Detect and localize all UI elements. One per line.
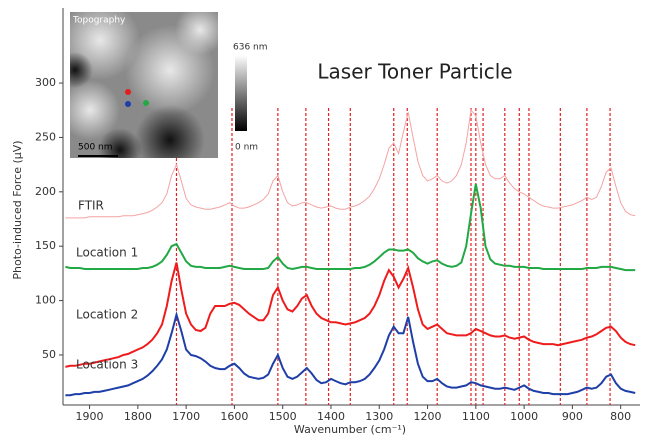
y-tick-label: 300 <box>35 76 56 89</box>
x-tick-label: 1100 <box>462 410 490 423</box>
series-label: Location 1 <box>76 246 138 260</box>
series-label: Location 3 <box>76 358 138 372</box>
colorbar <box>235 55 247 131</box>
x-tick-label: 1900 <box>76 410 104 423</box>
y-tick-label: 100 <box>35 294 56 307</box>
y-tick-label: 150 <box>35 239 56 252</box>
chart-title: Laser Toner Particle <box>317 60 512 84</box>
x-axis-label: Wavenumber (cm⁻¹) <box>294 423 406 436</box>
x-tick-label: 1400 <box>317 410 345 423</box>
x-tick-label: 1800 <box>124 410 152 423</box>
x-tick-label: 1500 <box>269 410 297 423</box>
inset: Topography 500 nm 636 nm 0 nm <box>57 0 268 175</box>
colorbar-max: 636 nm <box>233 43 268 53</box>
x-tick-label: 1000 <box>510 410 538 423</box>
x-tick-label: 1200 <box>414 410 442 423</box>
x-tick-label: 1700 <box>172 410 200 423</box>
y-tick-label: 200 <box>35 185 56 198</box>
page: {"chart_data": {"type": "line", "title":… <box>0 0 647 438</box>
series-label: Location 2 <box>76 308 138 322</box>
x-tick-label: 800 <box>610 410 631 423</box>
inset-title: Topography <box>72 16 126 26</box>
x-tick-label: 1600 <box>220 410 248 423</box>
y-axis-label: Photo-induced Force (μV) <box>11 140 24 279</box>
x-tick-label: 1300 <box>365 410 393 423</box>
x-tick-label: 900 <box>562 410 583 423</box>
scale-bar-label: 500 nm <box>78 143 113 153</box>
y-tick-label: 250 <box>35 130 56 143</box>
series-line <box>65 184 635 270</box>
chart: 1900180017001600150014001300120011001000… <box>0 0 647 438</box>
series-label: FTIR <box>78 199 104 213</box>
y-tick-label: 50 <box>42 348 56 361</box>
colorbar-min: 0 nm <box>235 143 258 153</box>
